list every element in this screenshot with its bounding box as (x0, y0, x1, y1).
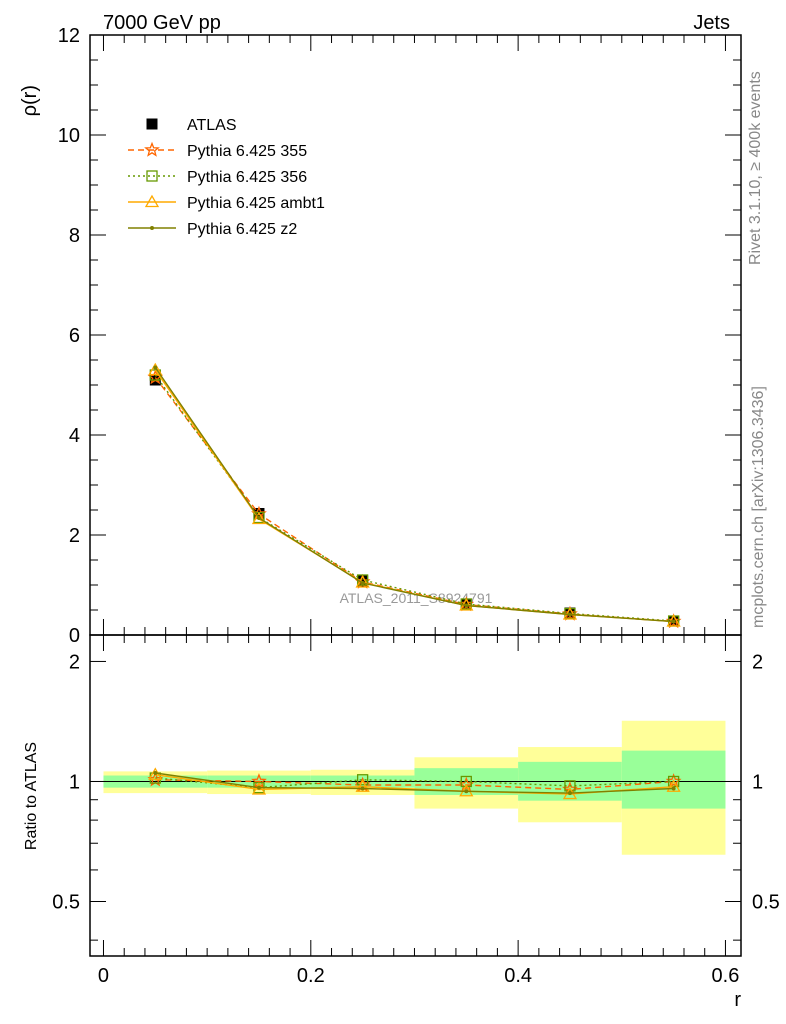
ratio-series-line-0 (155, 779, 674, 791)
x-tick-label: 0.2 (297, 965, 325, 987)
main-series-line-4 (154, 367, 674, 623)
legend-label-2: Pythia 6.425 356 (187, 169, 307, 186)
legend-item-4: Pythia 6.425 z2 (128, 221, 297, 238)
legend-marker-3 (144, 194, 160, 208)
ratio-point-3-4 (567, 791, 572, 796)
main-series-3 (148, 362, 681, 627)
main-y-tick-label: 12 (58, 25, 80, 47)
ratio-point-2-1 (251, 782, 267, 795)
main-y-tick-label: 10 (58, 125, 80, 147)
main-y-tick-label: 4 (69, 425, 80, 447)
x-axis-label: r (734, 989, 741, 1011)
legend-item-3: Pythia 6.425 ambt1 (128, 194, 325, 212)
ratio-point-2-5 (666, 779, 681, 792)
legend-label-0: ATLAS (187, 117, 237, 134)
legend-marker-0 (146, 118, 158, 130)
ratio-y-tick-label-right: 0.5 (752, 892, 780, 914)
main-point-3-1 (251, 511, 267, 525)
side-label-rivet: Rivet 3.1.10, ≥ 400k events (747, 71, 764, 265)
main-y-tick-label: 8 (69, 225, 80, 247)
main-point-4-4 (567, 612, 572, 617)
ratio-series-3 (153, 771, 676, 796)
main-y-axis-label: ρ(r) (19, 85, 41, 116)
ratio-point-1-2 (356, 774, 369, 786)
main-point-4-2 (360, 581, 365, 585)
legend-item-1: Pythia 6.425 355 (128, 141, 307, 160)
main-point-4-1 (256, 516, 261, 520)
ratio-point-3-5 (671, 786, 676, 791)
main-series-1 (147, 369, 682, 629)
axis-ticks (90, 34, 741, 956)
ratio-point-3-1 (256, 785, 261, 790)
main-series-line-3 (154, 369, 674, 623)
legend-item-2: Pythia 6.425 356 (128, 169, 307, 186)
ratio-point-3-3 (464, 789, 469, 794)
ratio-series-line-3 (155, 772, 674, 794)
x-tick-label: 0 (98, 965, 109, 987)
ratio-y-tick-label-right: 2 (752, 651, 763, 673)
ratio-point-3-0 (153, 771, 158, 776)
ratio-point-1-5 (667, 775, 680, 788)
legend-marker-1 (144, 141, 160, 157)
ratio-point-1-4 (564, 780, 576, 792)
main-point-4-3 (464, 603, 469, 608)
side-label-mcplots: mcplots.cern.ch [arXiv:1306.3436] (750, 386, 767, 628)
ratio-y-axis-label: Ratio to ATLAS (23, 742, 40, 850)
legend-marker-4 (150, 226, 154, 230)
main-series-line-1 (154, 377, 674, 623)
legend-label-4: Pythia 6.425 z2 (187, 221, 297, 238)
ratio-point-3-2 (360, 786, 365, 791)
ratio-y-tick-label: 1 (69, 771, 80, 793)
x-tick-label: 0.6 (712, 965, 740, 987)
main-series-line-2 (154, 374, 674, 622)
ratio-uncertainty-bands (103, 720, 726, 855)
header-right-label: Jets (693, 12, 730, 34)
analysis-watermark: ATLAS_2011_S8924791 (340, 590, 493, 606)
main-series-4 (153, 365, 676, 624)
legend-label-3: Pythia 6.425 ambt1 (187, 195, 325, 212)
ratio-plot-series (147, 767, 682, 800)
ratio-y-tick-label: 0.5 (52, 892, 80, 914)
ratio-y-tick-label-right: 1 (752, 771, 763, 793)
legend: ATLAS Pythia 6.425 355 Pythia 6.425 356 Pyt… (128, 117, 325, 238)
main-point-4-5 (671, 619, 676, 624)
main-series-2 (149, 369, 680, 627)
ratio-point-2-2 (355, 779, 370, 792)
main-y-tick-label: 2 (69, 525, 80, 547)
header-left-label: 7000 GeV pp (103, 12, 221, 34)
main-series-0 (149, 374, 680, 627)
main-y-tick-label: 0 (69, 625, 80, 647)
main-point-4-0 (153, 365, 158, 370)
legend-marker-2 (146, 170, 158, 182)
main-y-tick-label: 6 (69, 325, 80, 347)
legend-item-0: ATLAS (146, 117, 237, 134)
main-point-3-0 (148, 362, 163, 376)
legend-label-1: Pythia 6.425 355 (187, 143, 307, 160)
ratio-plot-frame (89, 634, 742, 957)
main-plot-series (147, 362, 682, 629)
x-tick-label: 0.4 (504, 965, 532, 987)
ratio-y-tick-label: 2 (69, 651, 80, 673)
ratio-series-line-1 (155, 777, 674, 789)
